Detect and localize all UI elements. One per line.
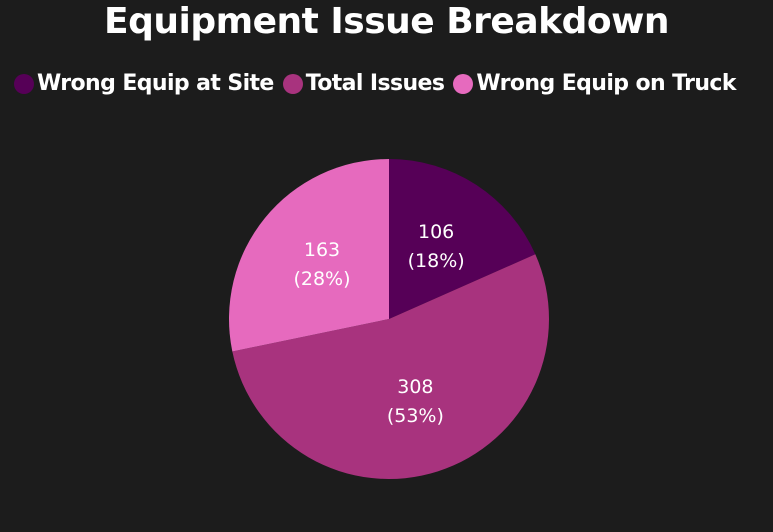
legend-label-wrong-equip-on-truck: Wrong Equip on Truck <box>476 71 736 96</box>
legend-swatch-total-issues <box>282 74 303 94</box>
legend-item-wrong-equip-at-site[interactable]: Wrong Equip at Site <box>14 70 274 98</box>
pie-slice-wrong-equip-at-site[interactable] <box>389 159 536 319</box>
pie-slice-total-issues[interactable] <box>232 254 549 479</box>
data-label-percent-wrong-equip-on-truck: (28%) <box>293 268 350 290</box>
data-label-percent-total-issues: (53%) <box>387 405 444 427</box>
data-label-value-wrong-equip-on-truck: 163 <box>304 239 340 261</box>
data-label-value-total-issues: 308 <box>397 376 433 398</box>
legend-label-total-issues: Total Issues <box>305 71 445 96</box>
data-label-percent-wrong-equip-at-site: (18%) <box>408 250 465 272</box>
legend-swatch-wrong-equip-at-site <box>14 74 34 94</box>
legend-item-total-issues[interactable]: Total Issues <box>282 70 445 98</box>
legend-swatch-wrong-equip-on-truck <box>453 74 474 94</box>
legend-label-wrong-equip-at-site: Wrong Equip at Site <box>37 71 274 96</box>
pie-slice-wrong-equip-on-truck[interactable] <box>228 159 389 352</box>
data-label-value-wrong-equip-at-site: 106 <box>418 221 454 243</box>
chart-title: Equipment Issue Breakdown <box>104 1 669 42</box>
legend: Wrong Equip at Site Total Issues Wrong E… <box>14 70 745 98</box>
legend-item-wrong-equip-on-truck[interactable]: Wrong Equip on Truck <box>453 70 736 98</box>
